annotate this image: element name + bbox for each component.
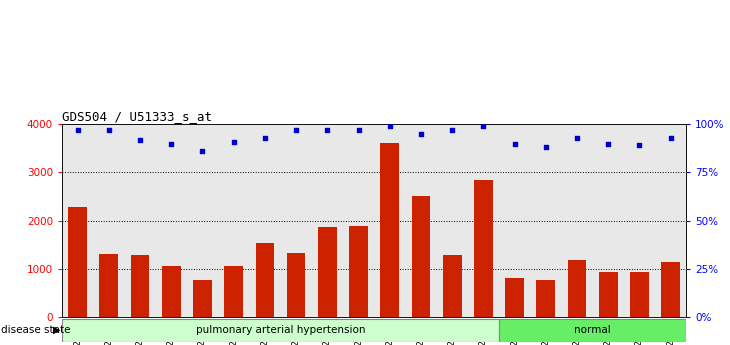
Point (196, 148, 208, 154)
Bar (193, 280, 212, 317)
Point (166, 141, 177, 146)
Point (634, 143, 645, 148)
Text: pulmonary arterial hypertension: pulmonary arterial hypertension (196, 325, 365, 335)
Bar (99, 254, 118, 317)
Bar (443, 255, 461, 317)
Point (72, 127, 83, 133)
Point (103, 127, 115, 133)
Point (415, 131, 427, 137)
Text: GDS504 / U51333_s_at: GDS504 / U51333_s_at (62, 110, 212, 123)
Point (665, 135, 677, 140)
Bar (661, 262, 680, 317)
Bar (568, 260, 586, 317)
Bar (630, 273, 649, 317)
Bar (505, 278, 524, 317)
Bar (255, 243, 274, 317)
Point (602, 141, 614, 146)
Point (509, 141, 520, 146)
Text: normal: normal (575, 325, 611, 335)
Point (321, 127, 333, 133)
Bar (599, 273, 618, 317)
Point (477, 124, 489, 129)
Bar (318, 227, 337, 317)
Bar (412, 196, 430, 317)
Bar (69, 207, 87, 317)
Point (384, 124, 396, 129)
Point (134, 137, 146, 142)
Bar (499, 319, 686, 342)
Text: disease state: disease state (1, 325, 70, 335)
Bar (474, 180, 493, 317)
Bar (349, 226, 368, 317)
Bar (162, 266, 180, 317)
Bar (287, 253, 305, 317)
Point (540, 145, 552, 150)
Point (228, 139, 239, 144)
Point (291, 127, 302, 133)
Point (571, 135, 583, 140)
Bar (380, 142, 399, 317)
Point (353, 127, 364, 133)
Point (259, 135, 271, 140)
Point (446, 127, 458, 133)
Bar (224, 266, 243, 317)
Bar (131, 255, 150, 317)
Bar (62, 319, 499, 342)
Text: ▶: ▶ (53, 325, 61, 335)
Bar (537, 280, 555, 317)
